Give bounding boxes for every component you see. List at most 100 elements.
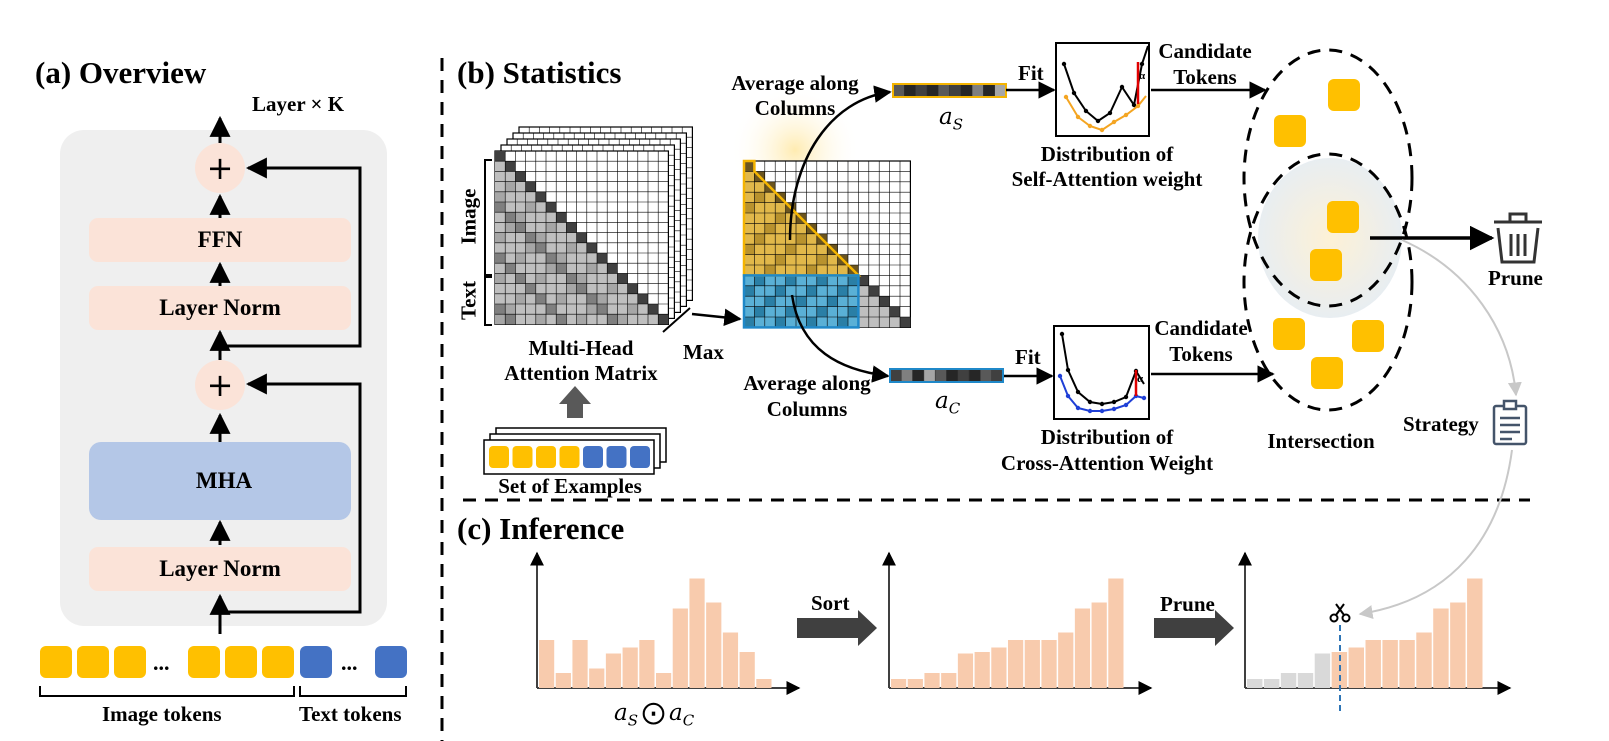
matrix-cell [495,151,506,162]
product-a: a [614,700,628,726]
max-arrow [691,308,742,327]
matrix-cell [556,232,567,243]
matrix-cell [525,222,536,233]
matrix-cell [535,212,546,223]
matrix-cell [764,265,776,276]
matrix-cell [744,161,755,172]
matrix-cell [515,242,526,253]
matrix-cell [764,233,776,245]
matrix-cell [837,265,848,276]
matrix-cell [607,314,618,325]
matrix-cell [505,314,516,325]
vector-cell [915,83,928,98]
matrix-cell [525,232,536,243]
matrix-cell [744,265,755,276]
vector-frame [889,368,1004,383]
matrix-cell [764,306,776,317]
matrix-cell [535,273,546,284]
matrix-cell [658,314,669,325]
matrix-cell [495,293,506,304]
matrix-cell [754,202,765,213]
candidate-token [1328,79,1360,111]
product-label: aS ⨀ aC [614,700,694,730]
matrix-cell [525,181,536,192]
candidate-bottom-label-2: Tokens [1169,342,1233,366]
self-candidate-ellipse [1242,48,1414,308]
vector-cell [912,368,925,383]
text-token-ellipsis: ... [341,650,358,675]
matrix-cell [816,306,828,317]
matrix-cell [505,181,516,192]
matrix-label-2: Attention Matrix [504,361,658,385]
ac-sub: C [948,399,961,418]
matrix-cell [535,242,546,253]
vector-cell [904,83,916,98]
matrix-cell [535,202,546,213]
image-token [262,646,294,678]
vector-cell [901,368,913,383]
bar [639,640,655,688]
candidate-token [1274,115,1306,147]
up-arrow-icon [559,386,591,418]
matrix-cell [576,283,587,294]
product-a-sub: S [627,711,638,730]
matrix-cell [546,253,557,264]
vector-cell [946,368,959,383]
bar [1008,640,1024,688]
matrix-cell [868,317,880,328]
matrix-cell [546,232,557,243]
bar [589,668,605,688]
matrix-cell [607,304,618,315]
matrix-cell [627,314,638,325]
bar [1348,647,1364,688]
matrix-cell [796,275,807,286]
matrix-cell [806,244,817,255]
image-token [188,646,220,678]
candidate-token [1327,201,1359,233]
matrix-cell [495,181,506,192]
matrix-cell [495,314,506,325]
vector-cell [892,83,905,98]
matrix-cell [785,296,796,307]
matrix-cell [754,223,765,234]
matrix-cell [754,181,765,193]
matrix-cell [566,304,577,315]
matrix-cell [586,263,597,274]
matrix-cell [515,293,526,304]
matrix-cell [617,273,628,284]
matrix-cell [556,273,567,284]
product-b: a [669,700,683,726]
matrix-cell [535,232,546,243]
matrix-cell [764,244,776,255]
matrix-cell [754,192,765,203]
avg-bottom-label-1: Average along [743,371,871,395]
matrix-cell [607,283,618,294]
clipboard-icon [1492,399,1528,446]
prune-block-arrow-icon [1154,610,1234,646]
matrix-cell [889,306,900,317]
matrix-cell [796,317,807,328]
matrix-cell [796,233,807,245]
vector-cell [980,368,992,383]
matrix-cell [754,233,765,245]
matrix-cell [597,293,608,304]
product-b-sub: C [682,711,695,730]
plus-symbol-top: + [206,149,234,187]
matrix-cell [816,296,828,307]
matrix-cell [505,263,516,274]
matrix-cell [816,275,828,286]
plus-symbol-bottom: + [206,366,234,404]
matrix-cell [505,191,516,202]
matrix-cell [556,293,567,304]
matrix-cell [775,296,786,307]
bar [1091,602,1107,688]
matrix-cell [525,293,536,304]
attention-matrix-stack [494,126,693,325]
matrix-cell [505,161,516,172]
inference-title: (c) Inference [457,511,625,546]
matrix-cell [525,242,536,253]
bar [957,653,974,688]
matrix-cell [775,275,786,286]
matrix-cell [546,314,557,325]
matrix-cell [648,304,659,315]
